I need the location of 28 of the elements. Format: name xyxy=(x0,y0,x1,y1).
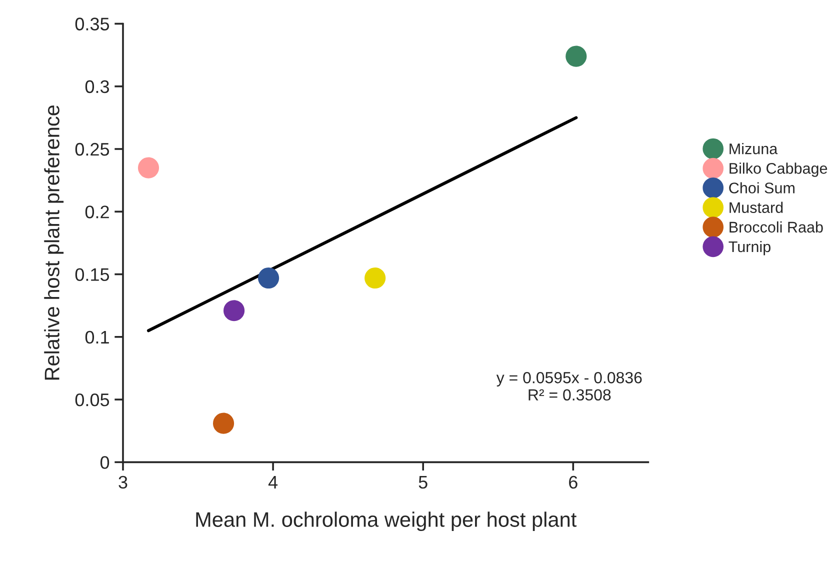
x-axis-title: Mean M. ochroloma weight per host plant xyxy=(196,512,577,532)
point xyxy=(364,267,386,289)
annotation: y = 0.0595x - 0.0836 xyxy=(496,372,642,386)
x-tick-label: 6 xyxy=(569,476,578,489)
point xyxy=(212,412,234,434)
point xyxy=(138,157,160,178)
point xyxy=(223,300,245,322)
x-tick-label: 4 xyxy=(268,476,278,488)
y-tick-label: 0.1 xyxy=(85,330,109,344)
point xyxy=(258,267,280,289)
legend-label: Choi Sum xyxy=(729,182,794,194)
legend-label: Turnip xyxy=(728,240,770,256)
y-tick-label: 0.05 xyxy=(75,393,110,406)
annotation: R² = 0.3508 xyxy=(528,389,611,401)
legend-label: Mizuna xyxy=(730,143,778,154)
y-tick-label: 0.35 xyxy=(75,18,110,30)
legend-label: Broccoli Raab xyxy=(730,221,823,233)
point xyxy=(566,46,587,67)
x-tick-label: 3 xyxy=(118,476,128,489)
y-tick-label: 0.2 xyxy=(85,206,109,218)
y-tick-label: 0.25 xyxy=(75,142,110,156)
legend-label: Bilko Cabbage xyxy=(730,162,828,177)
x-tick-label: 5 xyxy=(418,476,428,489)
y-axis-title: Relative host plant preference xyxy=(44,105,64,380)
legend-label: Mustard xyxy=(730,202,783,213)
y-tick-label: 0.15 xyxy=(75,268,110,281)
y-tick-label: 0.3 xyxy=(85,80,109,94)
y-tick-label: 0 xyxy=(100,456,110,469)
